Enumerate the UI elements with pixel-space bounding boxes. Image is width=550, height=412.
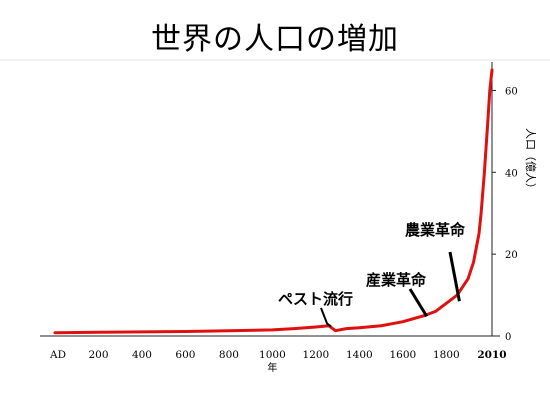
chart-title: 世界の人口の増加 [151, 22, 399, 57]
y-tick-label: 40 [505, 168, 518, 179]
x-tick-label: 1400 [346, 349, 373, 361]
x-tick-label: 1800 [433, 349, 460, 361]
annotation-pointer [320, 307, 332, 328]
x-tick-label: 1200 [303, 349, 330, 361]
y-tick-label: 60 [505, 86, 518, 97]
y-tick-label: 0 [505, 332, 511, 343]
y-tick-labels: 0 20 40 60 [492, 86, 518, 343]
annotation-pointer [408, 288, 429, 318]
series-line [53, 68, 494, 335]
annotation-label: 農業革命 [405, 221, 466, 239]
x-tick-label: 400 [132, 349, 152, 361]
x-tick-label: 200 [88, 349, 108, 361]
annotation-label: 産業革命 [366, 271, 427, 289]
y-axis-label: 人口（億人） [524, 128, 537, 194]
x-tick-label: 2010 [477, 349, 506, 361]
x-tick-labels: AD 200 400 600 800 1000 1200 1400 1600 1800 2010 [49, 349, 507, 361]
annotation-label: ペスト流行 [278, 290, 353, 308]
x-tick-label: 1000 [259, 349, 286, 361]
series [53, 68, 494, 335]
x-axis-label: 年 [267, 361, 277, 374]
x-tick-label: 600 [175, 349, 195, 361]
x-tick-label: 1600 [389, 349, 416, 361]
annotation-pointer [448, 251, 461, 302]
y-tick-label: 20 [505, 250, 518, 261]
x-tick-label: AD [49, 349, 66, 361]
x-tick-label: 800 [219, 349, 239, 361]
axes [40, 62, 500, 337]
